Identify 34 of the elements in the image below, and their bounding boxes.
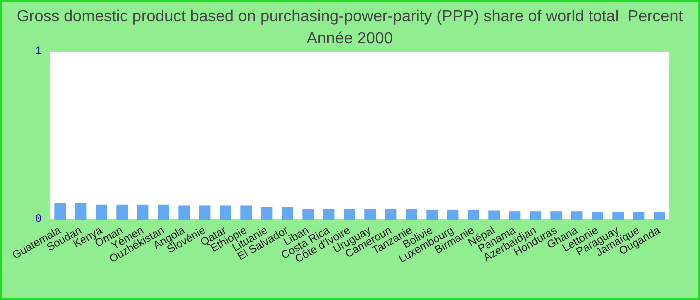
bar xyxy=(592,212,604,220)
bar xyxy=(633,212,645,220)
chart-title: Gross domestic product based on purchasing-power-parity (PPP) share of world total Percent xyxy=(16,8,684,26)
bar xyxy=(654,212,666,220)
bar xyxy=(75,203,87,220)
bar xyxy=(116,204,128,220)
bar xyxy=(385,209,397,220)
bar xyxy=(612,212,624,220)
bar xyxy=(509,212,521,220)
y-tick-label: 0 xyxy=(35,214,42,226)
bar xyxy=(530,212,542,220)
bar xyxy=(54,203,66,220)
bar xyxy=(178,206,190,220)
bar xyxy=(199,206,211,220)
bar xyxy=(406,209,418,220)
bar xyxy=(261,207,273,220)
chart-subtitle: Année 2000 xyxy=(306,30,394,48)
bar xyxy=(282,207,294,220)
bar xyxy=(137,204,149,220)
bar xyxy=(550,212,562,220)
bar xyxy=(571,212,583,220)
y-tick-label: 1 xyxy=(35,46,42,58)
bar xyxy=(488,210,500,220)
bar xyxy=(240,206,252,220)
bar xyxy=(220,206,232,220)
bar xyxy=(96,204,108,220)
bar xyxy=(426,210,438,220)
bar xyxy=(323,209,335,220)
bar xyxy=(158,204,170,220)
bar xyxy=(364,209,376,220)
bar xyxy=(447,210,459,220)
bar xyxy=(468,210,480,220)
bar xyxy=(344,209,356,220)
bar xyxy=(302,209,314,220)
